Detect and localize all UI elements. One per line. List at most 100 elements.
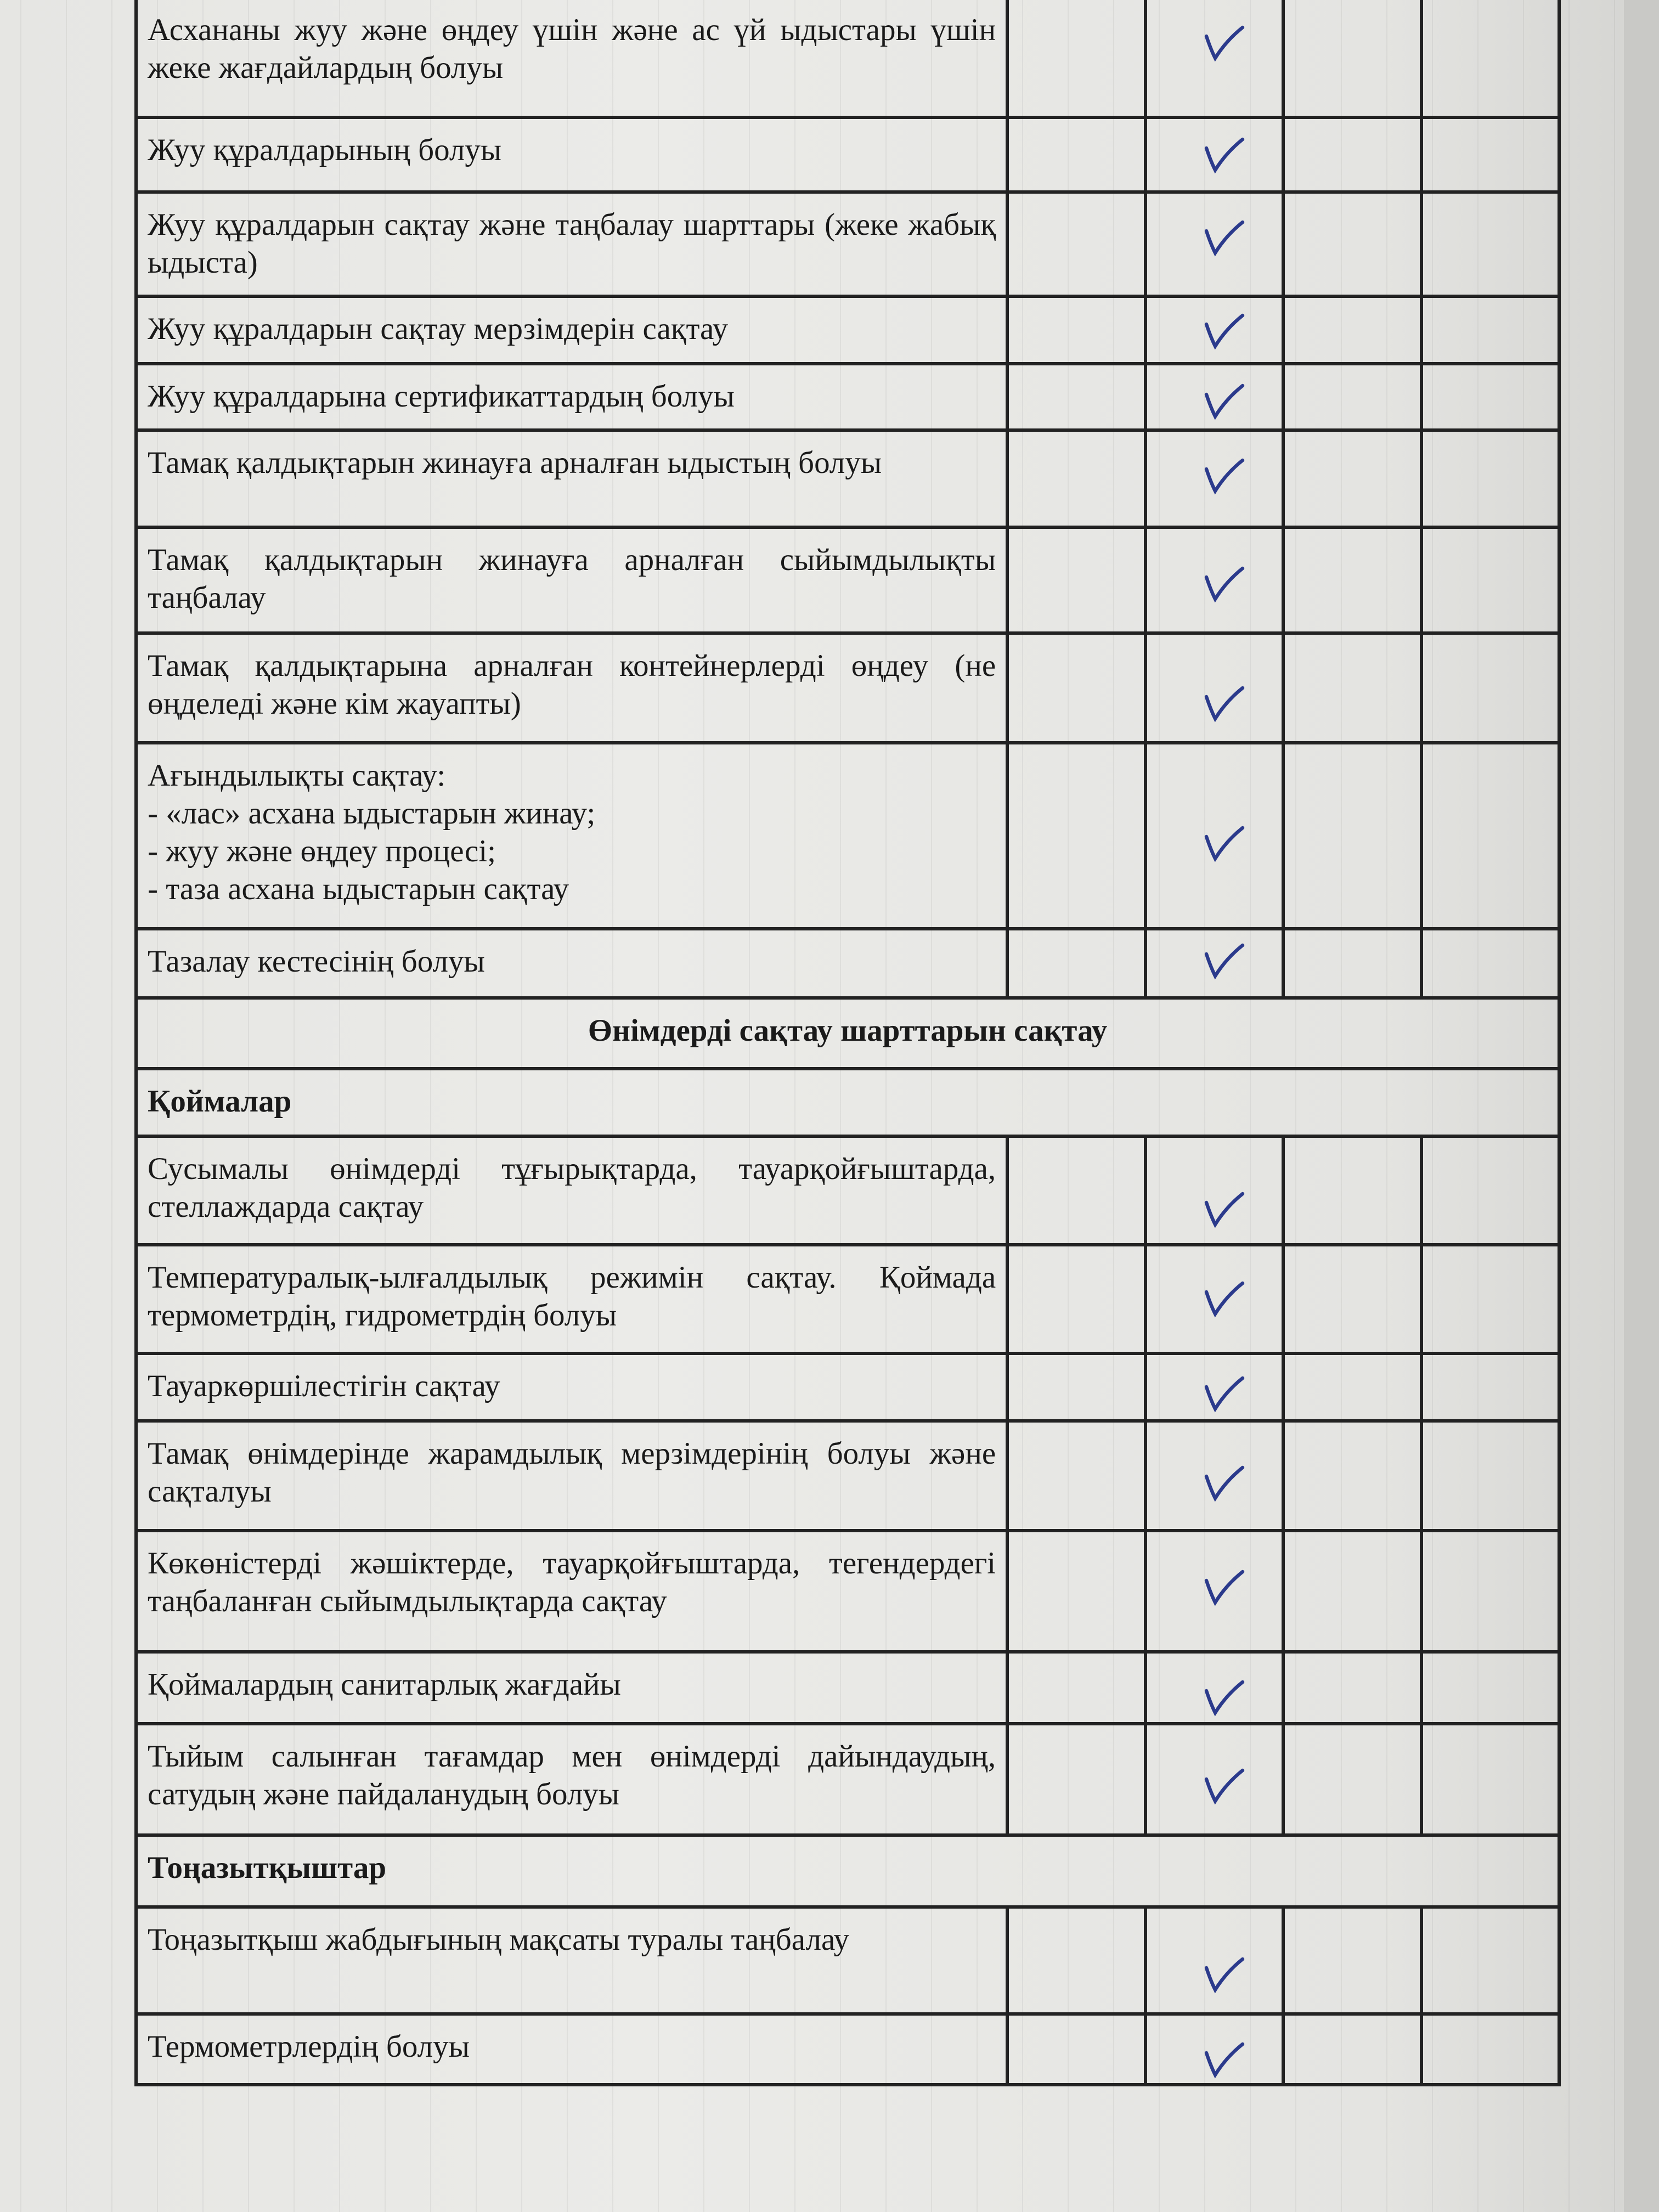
col-b-cell[interactable] [1282,2012,1423,2086]
section-header-row: Өнімдерді сақтау шарттарын сақтау [134,996,1561,1070]
col-b-cell[interactable] [1282,1419,1423,1532]
col-check-cell[interactable] [1143,2012,1285,2086]
col-a-cell[interactable] [1006,1722,1147,1837]
col-check-cell[interactable] [1143,1352,1285,1423]
col-b-cell[interactable] [1282,631,1423,744]
col-check-cell[interactable] [1143,526,1285,635]
col-check-cell[interactable] [1143,1905,1285,2016]
col-c-cell[interactable] [1419,362,1561,432]
col-c-cell[interactable] [1419,190,1561,298]
criterion-text: Ағындылықты сақтау: - «лас» асхана ыдыста… [134,741,1009,930]
col-check-cell[interactable] [1143,1650,1285,1725]
col-check-cell[interactable] [1143,428,1285,529]
col-b-cell[interactable] [1282,0,1423,119]
col-a-cell[interactable] [1006,2012,1147,2086]
col-check-cell[interactable] [1143,631,1285,744]
criterion-text: Жуу құралдарына сертификаттардың болуы [134,362,1009,432]
col-b-cell[interactable] [1282,1135,1423,1246]
col-b-cell[interactable] [1282,1529,1423,1654]
col-b-cell[interactable] [1282,362,1423,432]
col-a-cell[interactable] [1006,1243,1147,1355]
col-b-cell[interactable] [1282,1243,1423,1355]
check-mark-icon [1204,1192,1244,1228]
col-b-cell[interactable] [1282,1905,1423,2016]
col-check-cell[interactable] [1143,362,1285,432]
col-c-cell[interactable] [1419,0,1561,119]
col-b-cell[interactable] [1282,116,1423,194]
col-check-cell[interactable] [1143,0,1285,119]
col-a-cell[interactable] [1006,1419,1147,1532]
col-b-cell[interactable] [1282,927,1423,1000]
col-a-cell[interactable] [1006,631,1147,744]
criterion-line: - жуу және өңдеу процесі; [148,834,496,868]
col-b-cell[interactable] [1282,428,1423,529]
col-a-cell[interactable] [1006,526,1147,635]
col-c-cell[interactable] [1419,295,1561,365]
col-c-cell[interactable] [1419,1905,1561,2016]
col-c-cell[interactable] [1419,428,1561,529]
check-mark-icon [1204,1680,1244,1717]
criterion-line: - таза асхана ыдыстарын сақтау [148,872,569,906]
col-a-cell[interactable] [1006,0,1147,119]
col-check-cell[interactable] [1143,1419,1285,1532]
col-a-cell[interactable] [1006,1529,1147,1654]
col-check-cell[interactable] [1143,295,1285,365]
checklist-row: Сусымалы өнімдерді тұғырықтарда, тауарқо… [134,1135,1561,1246]
check-mark-icon [1204,2042,1244,2079]
col-b-cell[interactable] [1282,1650,1423,1725]
checklist-row: Ағындылықты сақтау: - «лас» асхана ыдыста… [134,741,1561,930]
col-a-cell[interactable] [1006,1650,1147,1725]
col-c-cell[interactable] [1419,1722,1561,1837]
criterion-text: Жуу құралдарын сақтау және таңбалау шарт… [134,190,1009,298]
col-c-cell[interactable] [1419,1243,1561,1355]
check-mark-icon [1204,686,1244,723]
checklist-row: Тазалау кестесінің болуы [134,927,1561,1000]
col-c-cell[interactable] [1419,1135,1561,1246]
col-b-cell[interactable] [1282,741,1423,930]
col-c-cell[interactable] [1419,741,1561,930]
col-b-cell[interactable] [1282,1352,1423,1423]
col-a-cell[interactable] [1006,362,1147,432]
col-a-cell[interactable] [1006,1905,1147,2016]
checklist-row: Қоймалардың санитарлық жағдайы [134,1650,1561,1725]
col-b-cell[interactable] [1282,295,1423,365]
col-c-cell[interactable] [1419,1352,1561,1423]
col-c-cell[interactable] [1419,1419,1561,1532]
col-a-cell[interactable] [1006,295,1147,365]
check-mark-icon [1204,1281,1244,1318]
criterion-line: Ағындылықты сақтау: [148,758,446,793]
col-c-cell[interactable] [1419,927,1561,1000]
col-b-cell[interactable] [1282,190,1423,298]
col-check-cell[interactable] [1143,1135,1285,1246]
col-b-cell[interactable] [1282,1722,1423,1837]
check-mark-icon [1204,1768,1244,1805]
col-b-cell[interactable] [1282,526,1423,635]
col-c-cell[interactable] [1419,526,1561,635]
col-c-cell[interactable] [1419,631,1561,744]
col-c-cell[interactable] [1419,2012,1561,2086]
col-check-cell[interactable] [1143,1529,1285,1654]
col-check-cell[interactable] [1143,190,1285,298]
col-a-cell[interactable] [1006,428,1147,529]
col-a-cell[interactable] [1006,1135,1147,1246]
checklist-row: Тамақ қалдықтарын жинауға арналған ыдыст… [134,428,1561,529]
col-check-cell[interactable] [1143,1722,1285,1837]
check-mark-icon [1204,1570,1244,1606]
col-check-cell[interactable] [1143,1243,1285,1355]
subsection-title: Қоймалар [134,1067,1561,1138]
checklist-row: Жуу құралдарын сақтау мерзімдерін сақтау [134,295,1561,365]
col-c-cell[interactable] [1419,116,1561,194]
col-a-cell[interactable] [1006,190,1147,298]
col-check-cell[interactable] [1143,741,1285,930]
col-check-cell[interactable] [1143,116,1285,194]
col-check-cell[interactable] [1143,927,1285,1000]
check-mark-icon [1204,313,1244,350]
col-a-cell[interactable] [1006,116,1147,194]
checklist-row: Жуу құралдарының болуы [134,116,1561,194]
col-a-cell[interactable] [1006,741,1147,930]
col-a-cell[interactable] [1006,1352,1147,1423]
col-c-cell[interactable] [1419,1650,1561,1725]
col-a-cell[interactable] [1006,927,1147,1000]
criterion-text: Тамақ қалдықтарын жинауға арналған ыдыст… [134,428,1009,529]
col-c-cell[interactable] [1419,1529,1561,1654]
